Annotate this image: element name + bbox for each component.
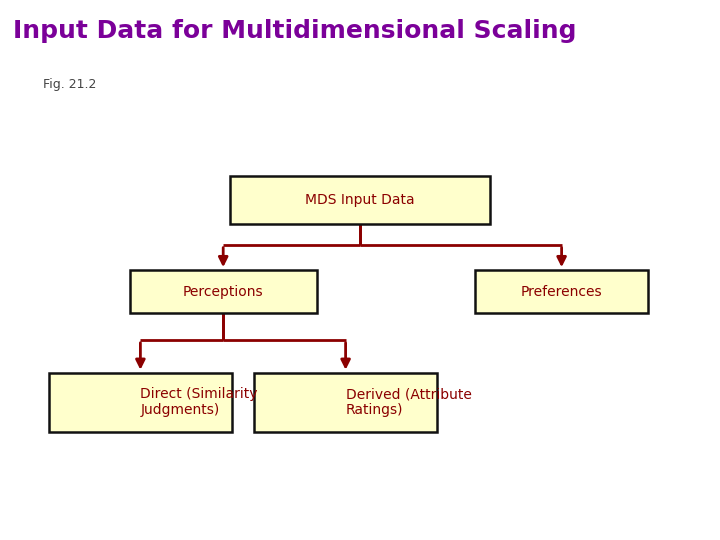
- Text: Input Data for Multidimensional Scaling: Input Data for Multidimensional Scaling: [13, 19, 577, 43]
- FancyBboxPatch shape: [253, 373, 438, 432]
- Text: Preferences: Preferences: [521, 285, 603, 299]
- Text: Fig. 21.2: Fig. 21.2: [43, 78, 96, 91]
- FancyBboxPatch shape: [49, 373, 232, 432]
- Text: Perceptions: Perceptions: [183, 285, 264, 299]
- Text: Derived (Attribute
Ratings): Derived (Attribute Ratings): [346, 387, 472, 417]
- Text: MDS Input Data: MDS Input Data: [305, 193, 415, 207]
- FancyBboxPatch shape: [230, 176, 490, 224]
- FancyBboxPatch shape: [130, 270, 317, 313]
- FancyBboxPatch shape: [475, 270, 648, 313]
- Text: Direct (Similarity
Judgments): Direct (Similarity Judgments): [140, 387, 258, 417]
